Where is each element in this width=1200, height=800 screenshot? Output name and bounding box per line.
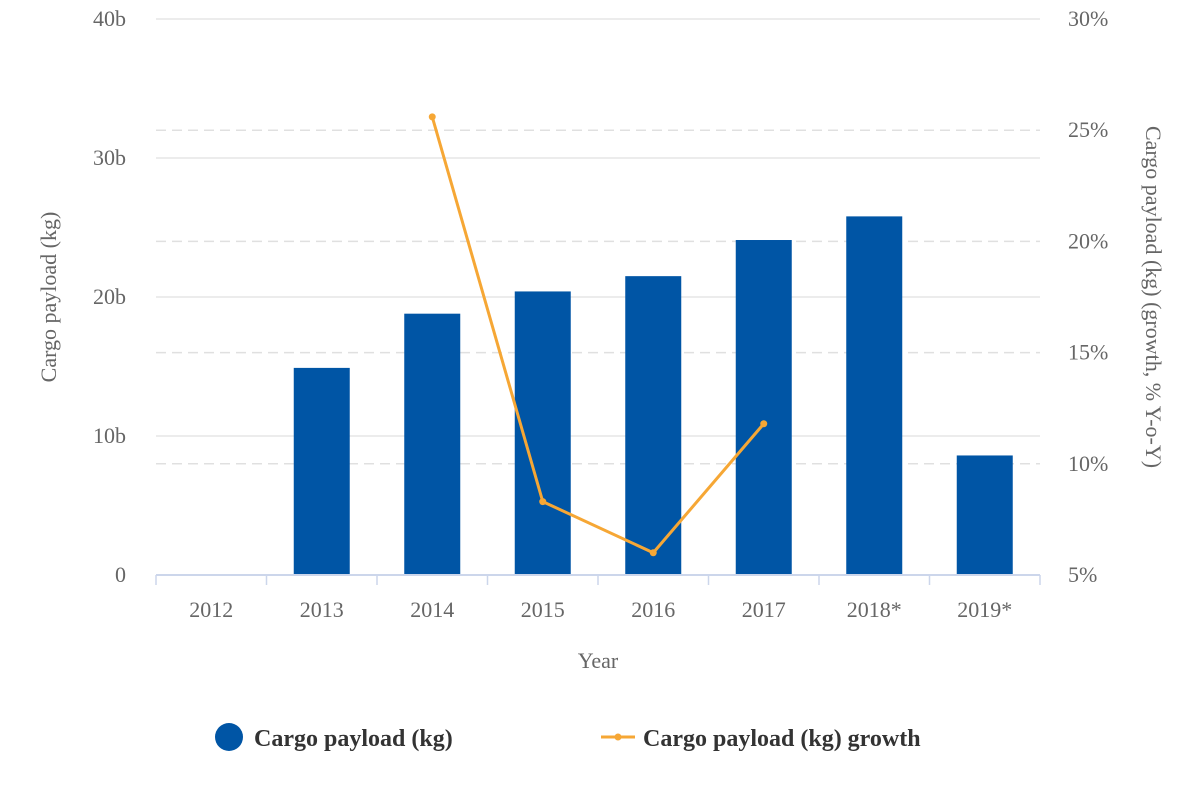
- y-axis-title: Cargo payload (kg): [36, 212, 61, 383]
- x-tick-label: 2018*: [847, 597, 902, 622]
- bar-2013[interactable]: [293, 367, 350, 575]
- growth-point-2015[interactable]: [539, 498, 547, 506]
- x-axis-title: Year: [578, 648, 619, 673]
- growth-point-2017[interactable]: [760, 420, 768, 428]
- x-tick-label: 2017: [742, 597, 786, 622]
- y2-tick-label: 30%: [1068, 6, 1108, 31]
- legend-item-cargo-payload[interactable]: Cargo payload (kg): [215, 723, 453, 752]
- x-tick-label: 2012: [189, 597, 233, 622]
- y-tick-label: 20b: [93, 284, 126, 309]
- y-tick-label: 0: [115, 562, 126, 587]
- y-tick-label: 30b: [93, 145, 126, 170]
- legend-label-growth: Cargo payload (kg) growth: [643, 726, 921, 752]
- y-tick-label: 40b: [93, 6, 126, 31]
- y2-tick-label: 15%: [1068, 340, 1108, 365]
- right-axis-ticks: 5% 10% 15% 20% 25% 30%: [1068, 6, 1108, 587]
- growth-line-series: [428, 113, 768, 557]
- bar-2017[interactable]: [735, 240, 792, 575]
- y2-tick-label: 25%: [1068, 117, 1108, 142]
- x-tick-label: 2019*: [957, 597, 1012, 622]
- bar-2016[interactable]: [625, 276, 682, 575]
- x-tick-label: 2015: [521, 597, 565, 622]
- left-axis-ticks: 0 10b 20b 30b 40b: [93, 6, 126, 587]
- axes: [155, 574, 1041, 585]
- grid-lines: [156, 18, 1040, 465]
- bar-2014[interactable]: [404, 313, 461, 575]
- legend: Cargo payload (kg) Cargo payload (kg) gr…: [215, 723, 921, 752]
- bar-series: [293, 216, 1013, 575]
- y-tick-label: 10b: [93, 423, 126, 448]
- growth-point-2016[interactable]: [649, 549, 657, 557]
- y2-tick-label: 10%: [1068, 451, 1108, 476]
- legend-label-cargo-payload: Cargo payload (kg): [254, 726, 453, 752]
- legend-marker-point: [614, 733, 622, 741]
- x-tick-label: 2014: [410, 597, 454, 622]
- bar-2019*[interactable]: [956, 455, 1013, 575]
- legend-marker-bar: [215, 723, 243, 751]
- y2-axis-title: Cargo payload (kg) (growth, % Y-o-Y): [1141, 126, 1166, 468]
- x-tick-label: 2016: [631, 597, 675, 622]
- bar-2018*[interactable]: [846, 216, 903, 575]
- x-axis-ticks: 2012 2013 2014 2015 2016 2017 2018* 2019*: [189, 597, 1012, 622]
- x-tick-label: 2013: [300, 597, 344, 622]
- growth-line: [430, 116, 765, 555]
- legend-item-growth[interactable]: Cargo payload (kg) growth: [601, 726, 921, 752]
- growth-point-2014[interactable]: [428, 113, 436, 121]
- y2-tick-label: 20%: [1068, 228, 1108, 253]
- y2-tick-label: 5%: [1068, 562, 1097, 587]
